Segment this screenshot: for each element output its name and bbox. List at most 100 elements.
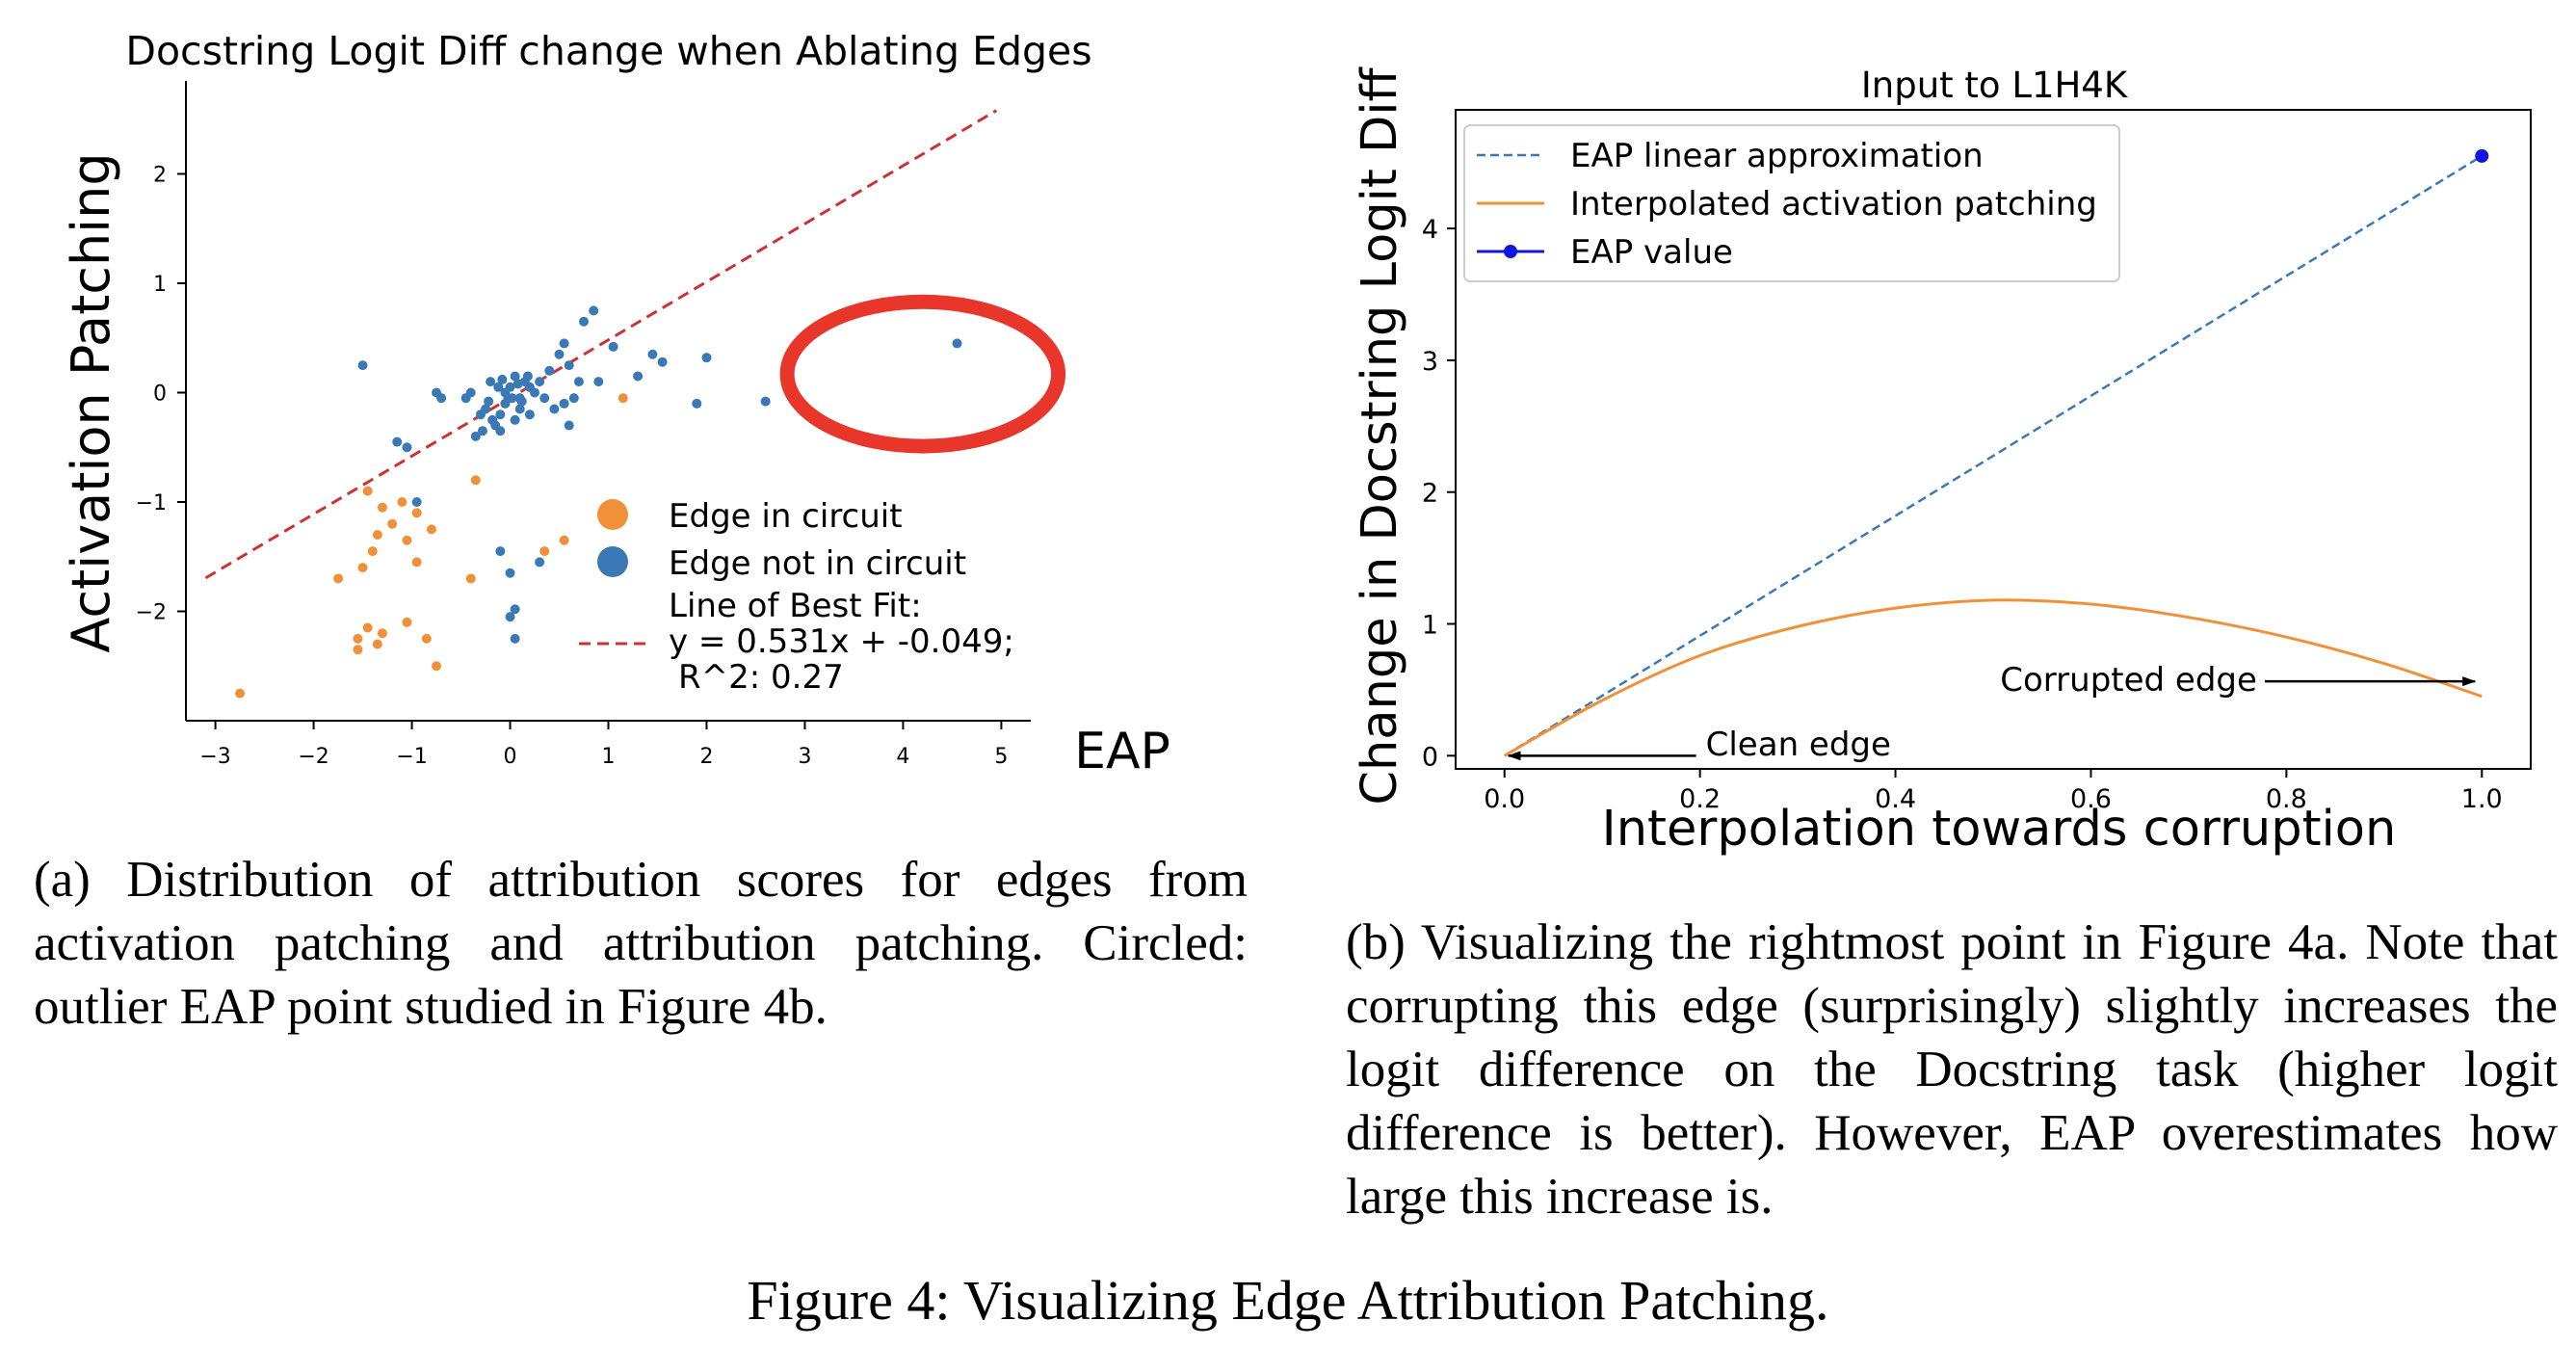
point-edge-not-in-circuit [952, 338, 962, 349]
chart-a-xlabel: EAP [1074, 723, 1170, 780]
point-edge-not-in-circuit [477, 426, 487, 436]
chart-b-xtick-label: 0.6 [2070, 784, 2112, 814]
point-edge-not-in-circuit [539, 393, 550, 404]
series-eap-linear-approximation [1504, 154, 2483, 757]
point-edge-not-in-circuit [530, 387, 540, 398]
point-edge-not-in-circuit [608, 341, 618, 352]
legend-label-edge-not-in-circuit: Edge not in circuit [669, 544, 966, 583]
chart-a-fit-line-group [204, 109, 998, 580]
point-edge-not-in-circuit [579, 316, 590, 327]
point-edge-not-in-circuit [484, 396, 494, 407]
legend-label-interpolated: Interpolated activation patching [1570, 185, 2097, 224]
chart-a-axes [185, 81, 1031, 722]
chart-a-ytick-label: 0 [153, 382, 167, 406]
point-edge-not-in-circuit [402, 442, 412, 453]
point-edge-in-circuit [357, 563, 368, 573]
point-edge-not-in-circuit [503, 393, 513, 404]
legend-label-eap-linear: EAP linear approximation [1570, 137, 1984, 175]
chart-b-ticks: 0.0 0.2 0.4 0.6 0.8 1.0 0 1 2 3 4 [1422, 215, 2503, 814]
point-edge-not-in-circuit [495, 426, 506, 436]
series-interpolated-activation-patching [1503, 598, 2483, 757]
point-edge-in-circuit [377, 502, 387, 513]
point-edge-not-in-circuit [357, 360, 368, 371]
point-edge-not-in-circuit [514, 404, 525, 414]
chart-b-ytick-label: 2 [1422, 479, 1438, 509]
point-edge-not-in-circuit [522, 371, 533, 382]
point-edge-in-circuit [426, 524, 436, 535]
point-edge-in-circuit [559, 535, 569, 545]
legend-marker-edge-in-circuit [597, 499, 628, 530]
point-edge-not-in-circuit [559, 338, 569, 349]
caption-b: (b) Visualizing the rightmost point in F… [1346, 914, 2558, 1225]
chart-a-xtick-label: 5 [994, 745, 1008, 769]
point-edge-not-in-circuit [486, 377, 496, 387]
chart-b-legend: EAP linear approximation Interpolated ac… [1463, 124, 2120, 282]
legend-label-edge-in-circuit: Edge in circuit [669, 497, 903, 536]
point-edge-in-circuit [539, 546, 550, 557]
outlier-highlight-ellipse [779, 294, 1066, 454]
chart-b-ytick-label: 3 [1422, 347, 1438, 377]
point-edge-in-circuit [432, 661, 442, 672]
point-edge-not-in-circuit [760, 396, 771, 407]
point-edge-not-in-circuit [432, 387, 442, 398]
point-edge-not-in-circuit [657, 357, 668, 367]
legend-label-fit-title: Line of Best Fit: [669, 587, 922, 625]
point-edge-in-circuit [362, 486, 373, 496]
point-edge-not-in-circuit [535, 557, 545, 568]
chart-a-ytick-label: 2 [153, 163, 167, 187]
point-edge-not-in-circuit [510, 414, 520, 425]
point-edge-not-in-circuit [493, 382, 504, 392]
point-edge-not-in-circuit [647, 349, 658, 359]
chart-a-xtick-label: 4 [896, 745, 909, 769]
chart-a-ytick-label: −2 [136, 600, 167, 624]
figure-caption: Figure 4: Visualizing Edge Attribution P… [747, 1269, 1829, 1332]
point-edge-not-in-circuit [495, 409, 506, 420]
chart-a-xtick-label: −2 [298, 745, 329, 769]
point-edge-not-in-circuit [524, 409, 535, 420]
chart-a-xtick-label: 2 [699, 745, 713, 769]
point-edge-not-in-circuit [564, 360, 574, 371]
chart-b-frame [1455, 109, 2532, 770]
point-edge-in-circuit [397, 496, 407, 507]
point-edge-in-circuit [402, 617, 412, 627]
chart-a-xtick-label: 1 [602, 745, 616, 769]
point-edge-in-circuit [362, 622, 373, 633]
point-edge-in-circuit [372, 639, 382, 649]
chart-a-xtick-label: 3 [798, 745, 811, 769]
chart-b-legend-box [1463, 124, 2120, 282]
chart-b-lines [1503, 148, 2489, 757]
point-edge-not-in-circuit [589, 305, 599, 316]
chart-a-title: Docstring Logit Diff change when Ablatin… [125, 28, 1091, 74]
chart-a-points [235, 305, 962, 699]
chart-b-xtick-label: 1.0 [2461, 784, 2503, 814]
point-edge-not-in-circuit [633, 371, 644, 382]
chart-b-xtick-label: 0.4 [1875, 784, 1916, 814]
chart-b-ytick-label: 4 [1422, 215, 1438, 245]
point-edge-in-circuit [353, 633, 363, 644]
point-edge-not-in-circuit [513, 379, 523, 389]
chart-a-ticks: −3 −2 −1 0 1 2 3 4 5 −2 −1 0 1 2 [136, 163, 1009, 769]
chart-b-ylabel: Change in Docstring Logit Diff [1352, 66, 1408, 805]
point-edge-not-in-circuit [549, 404, 560, 414]
point-edge-not-in-circuit [487, 414, 498, 425]
point-edge-not-in-circuit [692, 398, 702, 409]
point-edge-in-circuit [353, 645, 363, 655]
legend-label-eap-value: EAP value [1570, 233, 1733, 272]
chart-a-ytick-label: 1 [153, 273, 167, 297]
point-edge-not-in-circuit [510, 633, 520, 644]
point-edge-not-in-circuit [535, 377, 545, 387]
legend-marker-edge-not-in-circuit [597, 546, 628, 577]
chart-a-ylabel: Activation Patching [61, 152, 121, 652]
point-edge-not-in-circuit [495, 546, 506, 557]
point-edge-not-in-circuit [475, 409, 486, 420]
chart-b-xtick-label: 0.8 [2266, 784, 2307, 814]
chart-a-ytick-label: −1 [136, 491, 167, 515]
point-edge-in-circuit [618, 393, 628, 404]
point-edge-not-in-circuit [544, 365, 555, 376]
chart-a-highlight [779, 294, 1066, 454]
point-edge-in-circuit [372, 530, 382, 541]
point-edge-not-in-circuit [701, 353, 712, 363]
chart-a-xtick-label: 0 [504, 745, 517, 769]
legend-label-fit-r2: R^2: 0.27 [678, 658, 844, 697]
